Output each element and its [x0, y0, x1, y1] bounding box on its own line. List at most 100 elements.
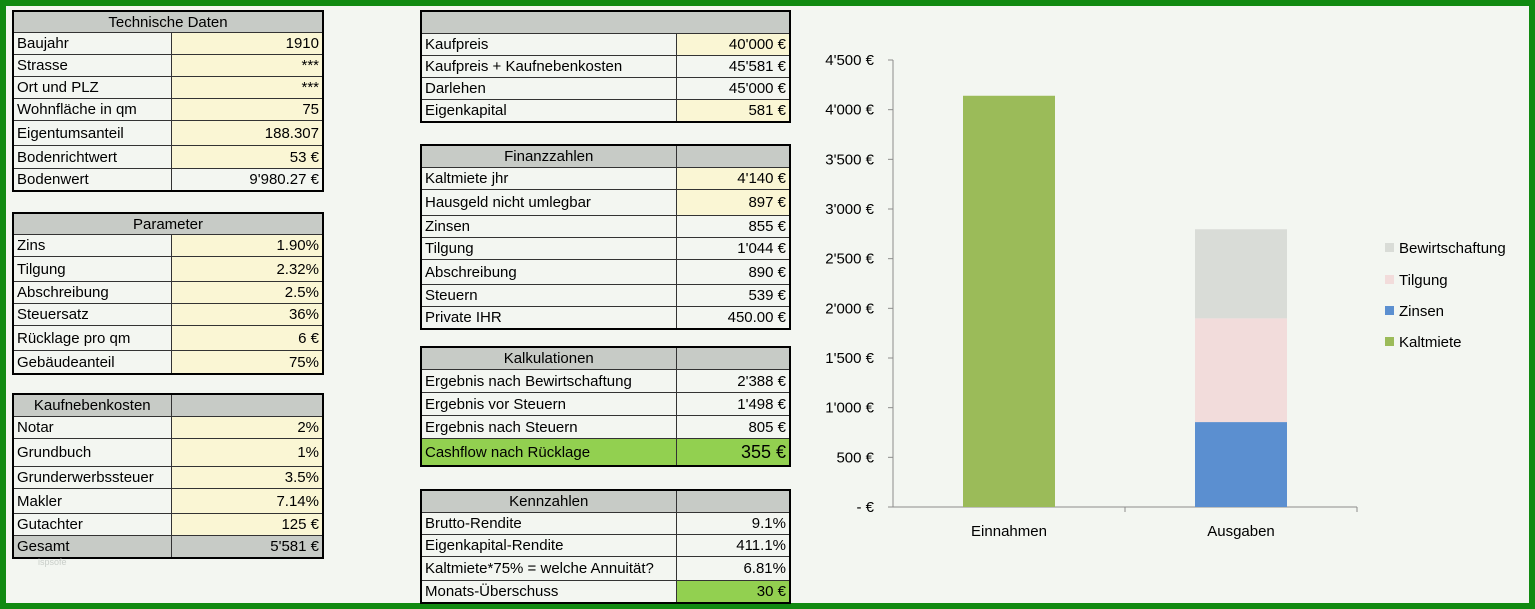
row-value[interactable]: 855 € — [675, 215, 791, 238]
y-tick-label: 3'500 € — [825, 151, 874, 168]
table-row: Zins 1.90% — [12, 234, 324, 257]
row-value[interactable]: 2% — [170, 416, 324, 439]
row-value[interactable]: 75% — [170, 350, 324, 375]
row-label: Wohnfläche in qm — [12, 98, 172, 121]
row-value[interactable]: 45'000 € — [675, 77, 791, 100]
row-label: Kaltmiete*75% = welche Annuität? — [420, 556, 677, 581]
table-row: Bodenwert 9'980.27 € — [12, 168, 324, 192]
y-tick-label: 500 € — [836, 449, 874, 466]
row-label: Baujahr — [12, 32, 172, 55]
table-row: Ergebnis vor Steuern 1'498 € — [420, 392, 791, 416]
row-value[interactable]: 53 € — [170, 145, 324, 169]
table-row: Eigentumsanteil 188.307 — [12, 120, 324, 146]
row-label: Kaltmiete jhr — [420, 167, 677, 190]
y-tick-label: 2'000 € — [825, 300, 874, 317]
row-label: Eigenkapital — [420, 99, 677, 123]
table-header: Technische Daten — [12, 10, 324, 33]
row-label: Darlehen — [420, 77, 677, 100]
row-label: Zins — [12, 234, 172, 257]
legend-label-bewirtschaftung: Bewirtschaftung — [1399, 240, 1506, 257]
table-row: Wohnfläche in qm 75 — [12, 98, 324, 121]
parameter-table: Parameter Zins 1.90% Tilgung 2.32% Abschreib… — [12, 212, 324, 375]
row-value[interactable]: 4'140 € — [675, 167, 791, 190]
total-label: Gesamt — [12, 535, 172, 559]
table-row: Ergebnis nach Bewirtschaftung 2'388 € — [420, 369, 791, 393]
row-label: Bodenwert — [12, 168, 172, 192]
row-label: Kaufpreis + Kaufnebenkosten — [420, 55, 677, 78]
table-row: Tilgung 1'044 € — [420, 237, 791, 260]
row-value[interactable]: 75 — [170, 98, 324, 121]
row-value[interactable]: 897 € — [675, 189, 791, 216]
row-value[interactable]: 890 € — [675, 259, 791, 285]
table-row: Rücklage pro qm 6 € — [12, 325, 324, 351]
table-header-empty — [675, 346, 791, 370]
y-tick-label: 2'500 € — [825, 251, 874, 268]
legend-swatch-bewirtschaftung — [1385, 243, 1394, 252]
row-label: Zinsen — [420, 215, 677, 238]
table-row: Abschreibung 890 € — [420, 259, 791, 285]
monats-ueberschuss-label: Monats-Überschuss — [420, 580, 677, 604]
table-header: Kennzahlen — [420, 489, 677, 513]
table-row: Ergebnis nach Steuern 805 € — [420, 415, 791, 439]
row-value[interactable]: 450.00 € — [675, 306, 791, 330]
row-label: Ergebnis vor Steuern — [420, 392, 677, 416]
row-label: Gebäudeanteil — [12, 350, 172, 375]
monats-ueberschuss-value[interactable]: 30 € — [675, 580, 791, 604]
row-value[interactable]: 9'980.27 € — [170, 168, 324, 192]
table-row: Brutto-Rendite 9.1% — [420, 512, 791, 535]
row-label: Grundbuch — [12, 438, 172, 467]
cashflow-value[interactable]: 355 € — [675, 438, 791, 467]
row-value[interactable]: 6 € — [170, 325, 324, 351]
row-label: Steuersatz — [12, 303, 172, 326]
table-row: Baujahr 1910 — [12, 32, 324, 55]
finanzzahlen-table: Finanzzahlen Kaltmiete jhr 4'140 € Hausgel… — [420, 144, 791, 330]
row-value[interactable]: 539 € — [675, 284, 791, 307]
legend-swatch-kaltmiete — [1385, 337, 1394, 346]
row-value[interactable]: 805 € — [675, 415, 791, 439]
row-label: Hausgeld nicht umlegbar — [420, 189, 677, 216]
table-row: Steuern 539 € — [420, 284, 791, 307]
row-value[interactable]: 1.90% — [170, 234, 324, 257]
row-label: Notar — [12, 416, 172, 439]
row-label: Ergebnis nach Steuern — [420, 415, 677, 439]
row-value[interactable]: 2.32% — [170, 256, 324, 282]
table-row: Abschreibung 2.5% — [12, 281, 324, 304]
x-tick-label: Einnahmen — [971, 523, 1047, 540]
row-value[interactable]: 6.81% — [675, 556, 791, 581]
table-row: Private IHR 450.00 € — [420, 306, 791, 330]
row-value[interactable]: 1'498 € — [675, 392, 791, 416]
bar-zinsen-ausgaben — [1195, 422, 1287, 507]
legend-swatch-tilgung — [1385, 275, 1394, 284]
y-tick-label: 1'500 € — [825, 350, 874, 367]
table-header: Parameter — [12, 212, 324, 235]
row-label: Abschreibung — [12, 281, 172, 304]
bar-kaltmiete-einnahmen — [963, 95, 1055, 507]
row-value[interactable]: 125 € — [170, 513, 324, 536]
row-value[interactable]: 1910 — [170, 32, 324, 55]
y-tick-label: 3'000 € — [825, 201, 874, 218]
kaufpreis-table: Kaufpreis 40'000 € Kaufpreis + Kaufnebenko… — [420, 10, 792, 123]
row-value[interactable]: 411.1% — [675, 534, 791, 557]
table-header: Finanzzahlen — [420, 144, 677, 168]
watermark: ispsofe — [38, 557, 67, 567]
table-header: Kalkulationen — [420, 346, 677, 370]
legend-label-tilgung: Tilgung — [1399, 272, 1448, 289]
row-value[interactable]: 188.307 — [170, 120, 324, 146]
row-value[interactable]: 1'044 € — [675, 237, 791, 260]
row-value[interactable]: 2'388 € — [675, 369, 791, 393]
total-value[interactable]: 5'581 € — [170, 535, 324, 559]
row-value[interactable]: 581 € — [675, 99, 791, 123]
row-value[interactable]: 36% — [170, 303, 324, 326]
table-header-empty — [675, 489, 791, 513]
table-row: Hausgeld nicht umlegbar 897 € — [420, 189, 791, 216]
table-row: Kaltmiete jhr 4'140 € — [420, 167, 791, 190]
row-label: Strasse — [12, 54, 172, 77]
table-row: Strasse *** — [12, 54, 324, 77]
row-value[interactable]: 45'581 € — [675, 55, 791, 78]
table-row: Kaufpreis + Kaufnebenkosten 45'581 € — [420, 55, 791, 78]
row-value[interactable]: *** — [170, 54, 324, 77]
bar-bewirtschaftung-ausgaben — [1195, 229, 1287, 319]
row-label: Ort und PLZ — [12, 76, 172, 99]
row-label: Brutto-Rendite — [420, 512, 677, 535]
row-label: Steuern — [420, 284, 677, 307]
